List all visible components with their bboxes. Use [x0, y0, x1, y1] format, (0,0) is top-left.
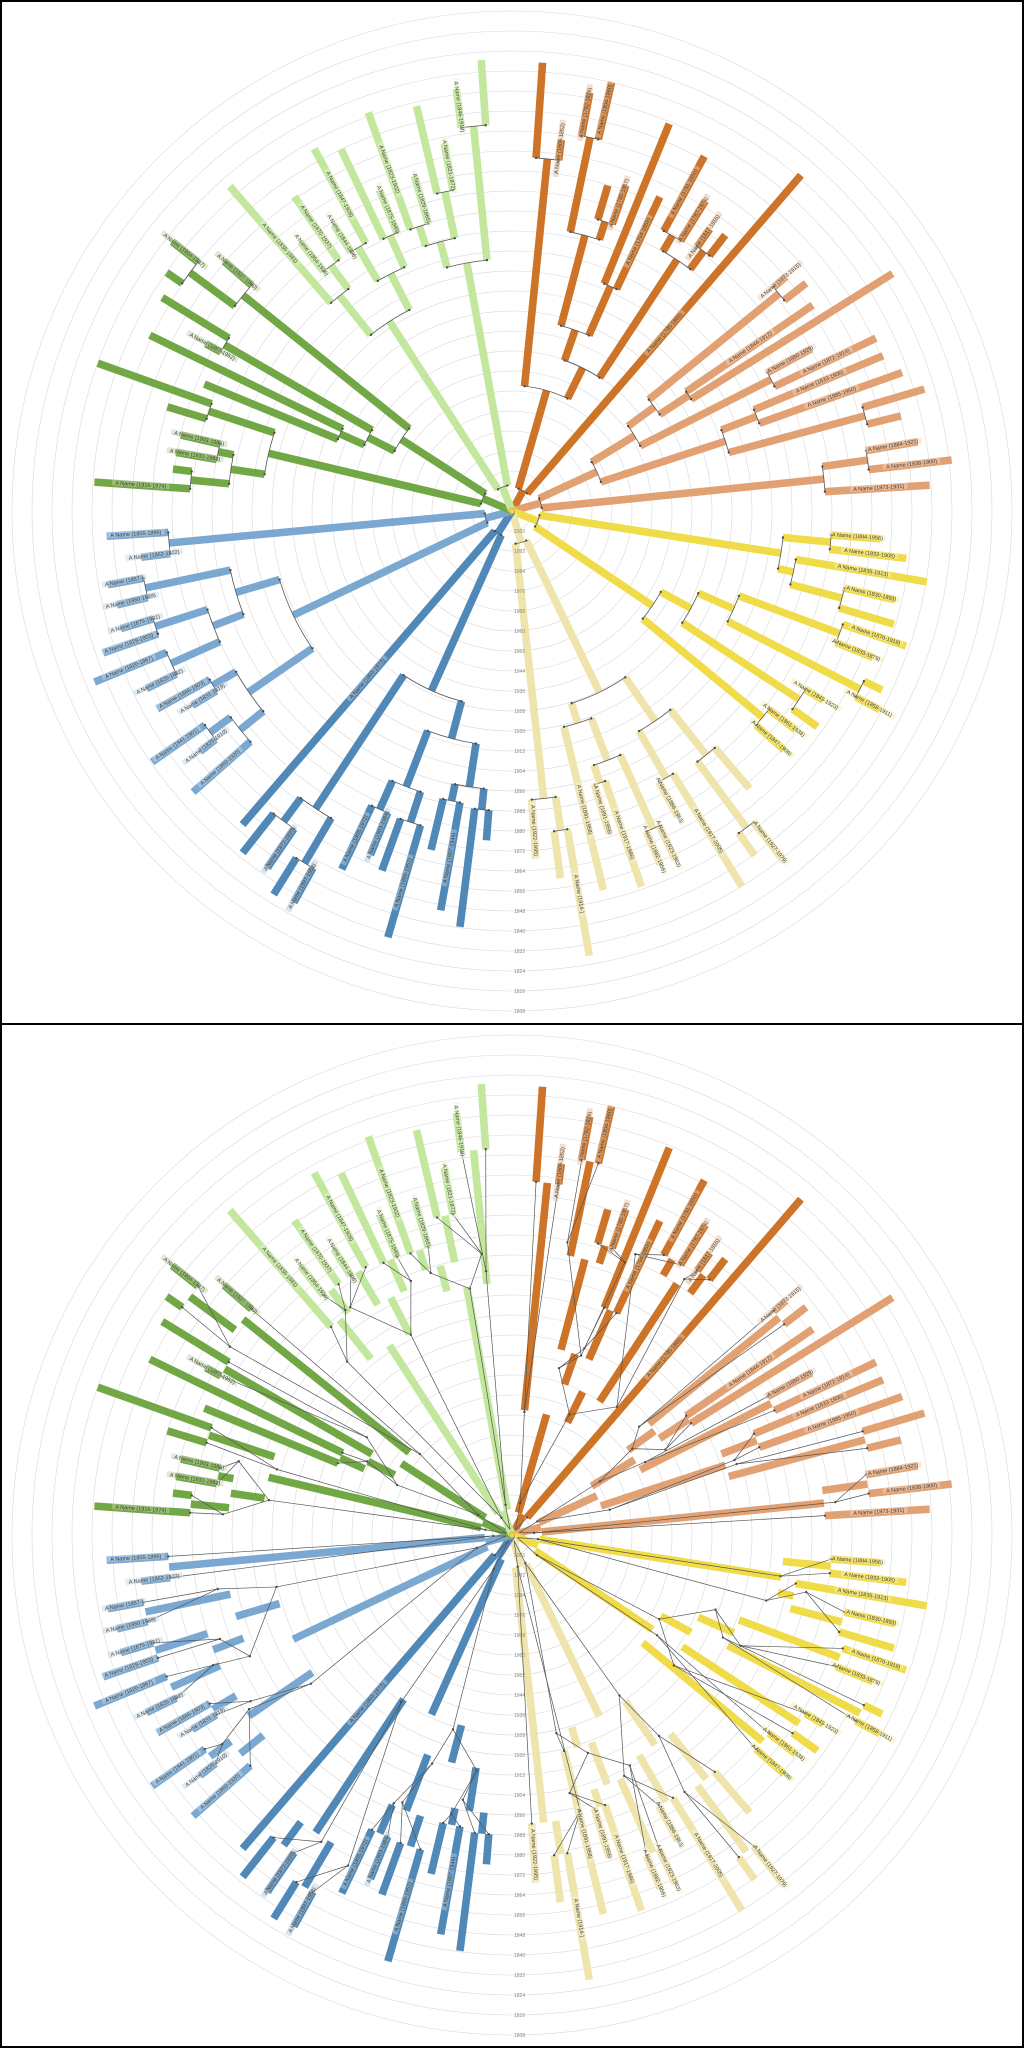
svg-text:1968: 1968 [514, 1633, 525, 1639]
svg-text:1808: 1808 [514, 2033, 525, 2039]
svg-text:1952: 1952 [514, 649, 525, 655]
svg-text:1936: 1936 [514, 689, 525, 695]
svg-text:1888: 1888 [514, 809, 525, 815]
svg-text:1816: 1816 [514, 989, 525, 995]
svg-text:1880: 1880 [514, 829, 525, 835]
svg-text:1888: 1888 [514, 1833, 525, 1839]
svg-text:1944: 1944 [514, 669, 525, 675]
svg-text:1920: 1920 [514, 1753, 525, 1759]
svg-text:1928: 1928 [514, 709, 525, 715]
svg-text:1944: 1944 [514, 1693, 525, 1699]
svg-text:1848: 1848 [514, 1933, 525, 1939]
svg-text:1968: 1968 [514, 609, 525, 615]
svg-text:1840: 1840 [514, 1953, 525, 1959]
svg-text:1904: 1904 [514, 769, 525, 775]
svg-text:1864: 1864 [514, 869, 525, 875]
svg-text:1952: 1952 [514, 1673, 525, 1679]
svg-text:1904: 1904 [514, 1793, 525, 1799]
svg-text:1992: 1992 [514, 1573, 525, 1579]
svg-text:1840: 1840 [514, 929, 525, 935]
svg-text:1872: 1872 [514, 849, 525, 855]
svg-text:1976: 1976 [514, 1613, 525, 1619]
svg-text:1896: 1896 [514, 789, 525, 795]
svg-text:1864: 1864 [514, 1893, 525, 1899]
svg-text:1824: 1824 [514, 1993, 525, 1999]
svg-text:1872: 1872 [514, 1873, 525, 1879]
svg-text:1928: 1928 [514, 1733, 525, 1739]
svg-text:1960: 1960 [514, 629, 525, 635]
svg-text:2000: 2000 [514, 529, 525, 535]
svg-text:1920: 1920 [514, 729, 525, 735]
svg-text:1848: 1848 [514, 909, 525, 915]
svg-text:1896: 1896 [514, 1813, 525, 1819]
svg-text:1816: 1816 [514, 2013, 525, 2019]
svg-text:1984: 1984 [514, 569, 525, 575]
svg-text:1936: 1936 [514, 1713, 525, 1719]
svg-text:1880: 1880 [514, 1853, 525, 1859]
svg-text:1856: 1856 [514, 1913, 525, 1919]
svg-text:1856: 1856 [514, 889, 525, 895]
svg-text:1832: 1832 [514, 949, 525, 955]
svg-text:1832: 1832 [514, 1973, 525, 1979]
svg-text:1960: 1960 [514, 1653, 525, 1659]
svg-text:1912: 1912 [514, 749, 525, 755]
svg-text:1976: 1976 [514, 589, 525, 595]
svg-text:2000: 2000 [514, 1553, 525, 1559]
svg-text:1808: 1808 [514, 1009, 525, 1015]
svg-text:1912: 1912 [514, 1773, 525, 1779]
svg-text:1824: 1824 [514, 969, 525, 975]
svg-text:1984: 1984 [514, 1593, 525, 1599]
svg-text:1992: 1992 [514, 549, 525, 555]
